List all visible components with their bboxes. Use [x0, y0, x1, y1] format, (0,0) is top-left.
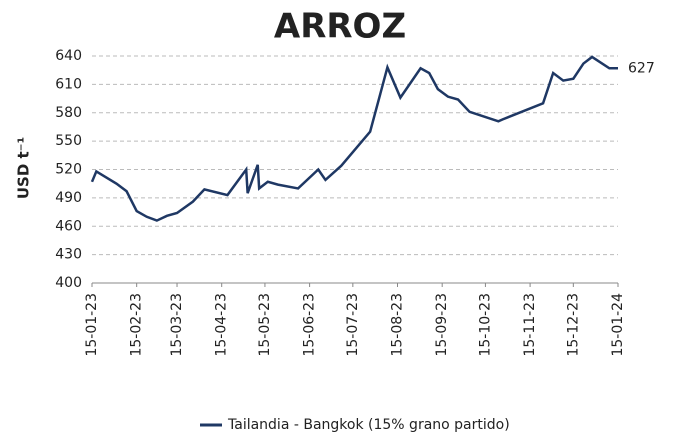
x-tick-label: 15-01-23 — [84, 293, 100, 357]
x-tick-label: 15-05-23 — [257, 293, 273, 357]
x-tick-label: 15-11-23 — [522, 293, 538, 357]
x-tick-label: 15-02-23 — [129, 293, 145, 357]
y-tick-label: 580 — [55, 105, 82, 121]
x-tick-label: 15-09-23 — [434, 293, 450, 357]
y-tick-label: 520 — [55, 162, 82, 178]
y-tick-label: 640 — [55, 48, 82, 64]
y-axis-label: USD t⁻¹ — [15, 137, 33, 199]
end-annotation: 627 — [628, 60, 655, 76]
x-tick-label: 15-12-23 — [565, 293, 581, 357]
x-tick-label: 15-04-23 — [214, 293, 230, 357]
y-tick-label: 460 — [55, 218, 82, 234]
series-line — [90, 55, 618, 222]
x-tick-label: 15-07-23 — [345, 293, 361, 357]
y-tick-label: 430 — [55, 247, 82, 263]
legend-label: Tailandia - Bangkok (15% grano partido) — [227, 417, 510, 433]
y-tick-label: 490 — [55, 190, 82, 206]
x-tick-label: 15-03-23 — [169, 293, 185, 357]
x-tick-label: 15-06-23 — [302, 293, 318, 357]
y-tick-label: 550 — [55, 133, 82, 149]
y-tick-label: 400 — [55, 275, 82, 291]
x-tick-label: 15-01-24 — [610, 293, 626, 357]
chart-title: ARROZ — [274, 7, 406, 47]
x-tick-label: 15-10-23 — [477, 293, 493, 357]
y-tick-label: 610 — [55, 76, 82, 92]
x-tick-label: 15-08-23 — [390, 293, 406, 357]
